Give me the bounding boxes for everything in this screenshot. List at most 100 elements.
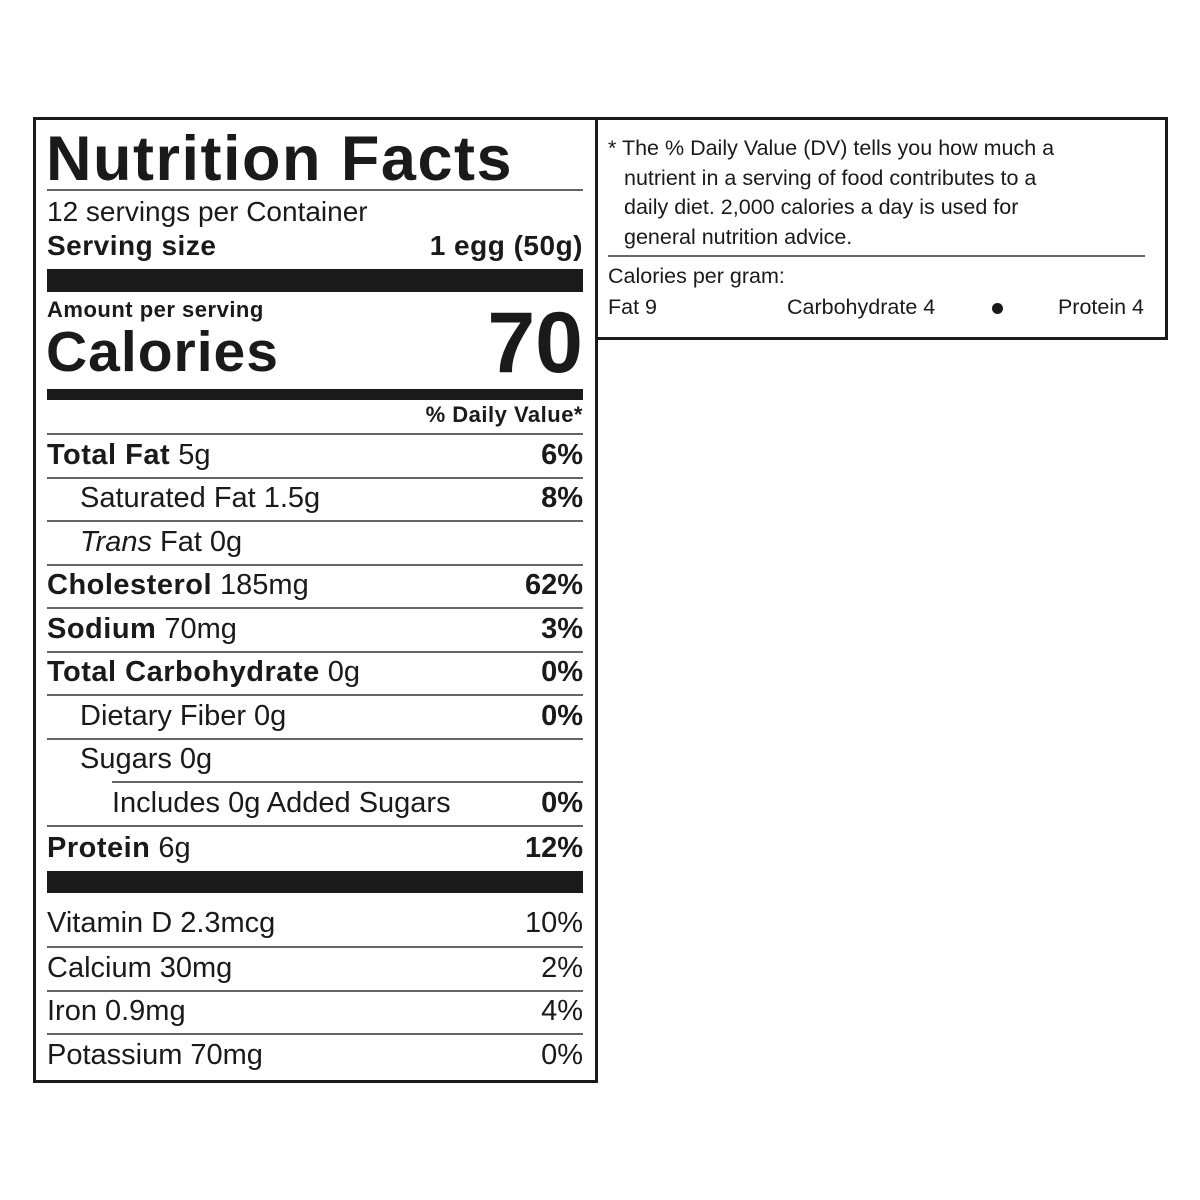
divider	[112, 781, 583, 783]
vitamin-daily-value: 10%	[524, 906, 583, 939]
divider	[47, 477, 583, 479]
thick-divider	[47, 871, 583, 893]
servings-per-container: 12 servings per Container	[47, 196, 368, 227]
footnote-panel	[595, 117, 1168, 340]
vitamin-row: Calcium 30mg 2%	[47, 946, 583, 990]
calories-value: 70	[487, 295, 583, 391]
divider	[47, 738, 583, 740]
carbohydrate-per-gram: Carbohydrate 4	[787, 295, 936, 319]
nutrient-row: Trans Fat 0g	[47, 520, 583, 564]
footnote-line: * The % Daily Value (DV) tells you how m…	[608, 136, 1055, 160]
nutrient-label: Total Fat	[47, 438, 171, 471]
nutrient-daily-value: 6%	[541, 438, 583, 471]
nutrient-name: Sugars	[47, 743, 172, 776]
nutrient-name: Total Carbohydrate	[47, 656, 320, 689]
nutrient-daily-value: 0%	[541, 699, 583, 732]
nutrient-amount: 1.5g	[263, 482, 321, 514]
nutrient-amount: 5g	[178, 438, 211, 471]
vitamin-label: Potassium	[47, 1038, 183, 1071]
nutrient-prefix: Fat	[159, 525, 202, 558]
protein-per-gram: Protein 4	[1057, 295, 1144, 319]
nutrient-prefix: Saturated Fat	[80, 482, 256, 514]
nutrient-amount: 70mg	[164, 612, 237, 645]
vitamin-amount: 2.3mcg	[180, 906, 276, 939]
nutrient-name: Includes 0g Added Sugars	[47, 787, 451, 820]
nutrient-row: Includes 0g Added Sugars 0%	[47, 781, 583, 825]
nutrient-row: Sugars 0g	[47, 738, 583, 781]
nutrient-amount: 0g	[179, 743, 213, 775]
nutrient-name: Protein	[47, 832, 150, 865]
nutrient-row: Protein 6g 12%	[47, 825, 583, 871]
nutrient-amount: 0g	[254, 699, 287, 732]
divider	[47, 564, 583, 566]
divider	[47, 990, 583, 992]
serving-size-value: 1 egg (50g)	[429, 230, 583, 261]
amount-per-serving: Amount per serving	[47, 297, 264, 322]
nutrient-row: Total Carbohydrate 0g 0%	[47, 651, 583, 694]
nutrient-row: Cholesterol 185mg 62%	[47, 564, 583, 607]
nutrient-daily-value: 12%	[524, 831, 583, 864]
nutrient-label: Cholesterol	[47, 569, 213, 601]
vitamin-row: Potassium 70mg 0%	[47, 1033, 583, 1077]
nutrient-amount: 185mg	[220, 569, 309, 601]
nutrient-daily-value: 0%	[541, 786, 583, 819]
nutrient-name: Cholesterol	[47, 569, 212, 602]
divider	[47, 607, 583, 609]
nutrient-amount: 6g	[158, 831, 191, 864]
nutrient-daily-value: 62%	[524, 569, 583, 601]
divider	[47, 189, 583, 191]
nutrient-row: Saturated Fat 1.5g 8%	[47, 477, 583, 520]
nutrient-daily-value: 8%	[541, 482, 583, 514]
vitamin-amount: 0.9mg	[104, 995, 186, 1027]
nutrient-prefix: Includes 0g Added Sugars	[112, 786, 451, 819]
nutrient-prefix: Dietary Fiber	[80, 699, 246, 732]
daily-value-header: % Daily Value*	[425, 402, 583, 427]
nutrient-daily-value: 3%	[541, 612, 583, 645]
footnote-line: general nutrition advice.	[624, 224, 853, 249]
vitamin-label: Vitamin D	[47, 906, 173, 939]
footnote-line: nutrient in a serving of food contribute…	[624, 165, 1037, 190]
vitamin-amount: 70mg	[190, 1038, 263, 1071]
fat-per-gram: Fat 9	[608, 295, 657, 319]
footnote-text: * The % Daily Value (DV) tells you how m…	[608, 134, 1054, 252]
nutrient-italic: Trans	[80, 525, 152, 558]
nutrient-prefix: Sugars	[80, 743, 172, 775]
nutrition-facts-panel	[33, 117, 598, 1083]
bullet-icon	[992, 303, 1003, 314]
serving-size-label: Serving size	[47, 230, 217, 261]
divider	[47, 651, 583, 653]
vitamin-row: Vitamin D 2.3mcg 10%	[47, 900, 583, 946]
nutrient-label: Protein	[47, 831, 151, 864]
divider	[47, 520, 583, 522]
divider	[47, 694, 583, 696]
divider	[47, 825, 583, 827]
nutrient-row: Sodium 70mg 3%	[47, 607, 583, 651]
divider	[608, 255, 1145, 257]
divider	[47, 946, 583, 948]
footnote-line: daily diet. 2,000 calories a day is used…	[624, 195, 1019, 219]
vitamin-label: Calcium	[47, 951, 152, 984]
medium-divider	[47, 389, 583, 400]
vitamin-daily-value: 0%	[541, 1038, 583, 1071]
thick-divider	[47, 269, 583, 292]
divider	[47, 1033, 583, 1035]
nutrient-name: Sodium	[47, 613, 156, 646]
nutrient-label: Sodium	[47, 612, 157, 645]
vitamin-row: Iron 0.9mg 4%	[47, 990, 583, 1033]
nutrient-row: Dietary Fiber 0g 0%	[47, 694, 583, 738]
calories-label: Calories	[46, 320, 279, 384]
nutrient-name: Saturated Fat	[47, 482, 256, 515]
label-title: Nutrition Facts	[46, 124, 514, 194]
vitamin-daily-value: 2%	[541, 951, 583, 984]
nutrient-row: Total Fat 5g 6%	[47, 433, 583, 477]
divider	[47, 433, 583, 435]
calories-per-gram-label: Calories per gram:	[608, 264, 785, 288]
nutrient-amount: 0g	[327, 656, 360, 688]
nutrient-name: Dietary Fiber	[47, 700, 246, 733]
nutrient-daily-value: 0%	[541, 656, 583, 688]
vitamin-amount: 30mg	[159, 951, 233, 984]
nutrient-name: Total Fat	[47, 439, 170, 472]
nutrient-amount: 0g	[209, 525, 243, 558]
nutrient-name: Trans Fat	[47, 526, 202, 559]
nutrient-label: Total Carbohydrate	[47, 656, 320, 688]
